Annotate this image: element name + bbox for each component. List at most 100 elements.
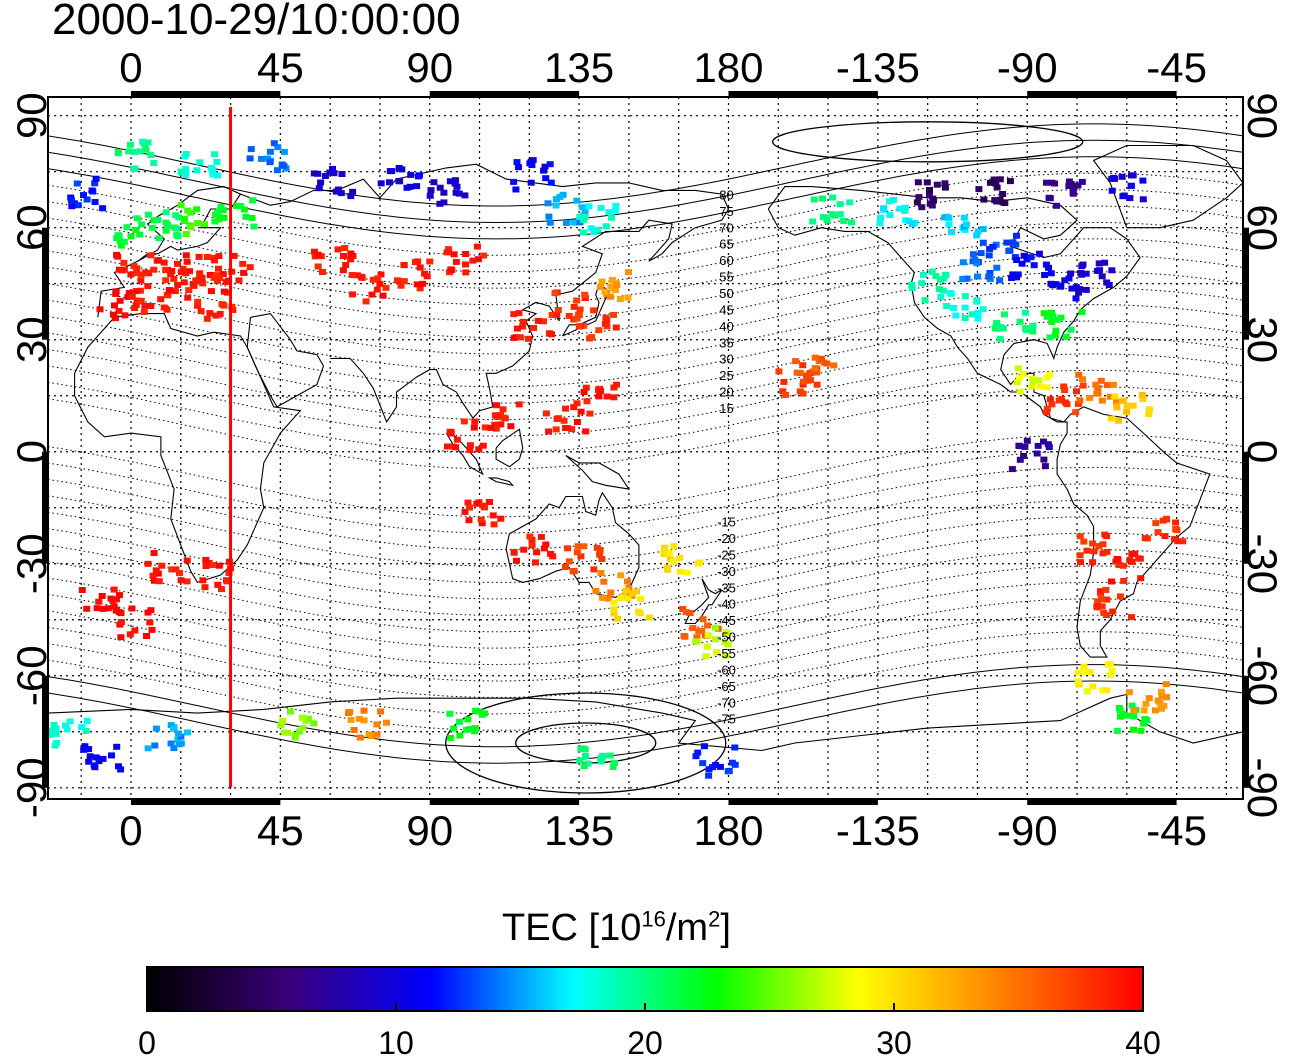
tec-cell bbox=[1113, 728, 1121, 734]
tec-cell bbox=[452, 258, 460, 265]
tec-cell bbox=[314, 251, 322, 258]
tec-cell bbox=[214, 581, 222, 588]
contour-line bbox=[48, 156, 1243, 240]
tec-cell bbox=[233, 202, 241, 209]
tec-cell bbox=[723, 630, 731, 637]
contour-line bbox=[48, 516, 1243, 600]
lat-tick-label: 90 bbox=[1239, 92, 1286, 139]
tec-cell bbox=[466, 504, 473, 511]
tec-cell bbox=[206, 310, 214, 317]
tec-cell bbox=[721, 639, 729, 646]
tec-cell bbox=[477, 516, 485, 523]
tec-cell bbox=[50, 721, 58, 728]
tec-cell bbox=[335, 186, 342, 193]
tec-cell bbox=[74, 202, 82, 209]
tec-cell bbox=[1016, 388, 1024, 395]
tec-cell bbox=[1130, 726, 1137, 733]
tec-cell bbox=[576, 219, 584, 226]
tec-cell bbox=[91, 180, 99, 187]
tec-cell bbox=[1076, 533, 1084, 540]
tec-cell bbox=[144, 560, 152, 567]
tec-cell bbox=[836, 211, 844, 218]
tec-cell bbox=[215, 253, 223, 260]
tec-cell bbox=[973, 298, 981, 305]
tec-cell bbox=[510, 549, 518, 556]
tec-cell bbox=[1078, 309, 1086, 316]
tec-cell bbox=[314, 263, 322, 270]
tec-cell bbox=[157, 296, 165, 303]
tec-cell bbox=[155, 257, 162, 264]
tec-cell bbox=[1113, 403, 1121, 410]
tec-cell bbox=[201, 584, 209, 591]
tec-cell bbox=[560, 417, 568, 424]
lat-tick-label: 60 bbox=[1239, 204, 1286, 251]
contour-line bbox=[48, 320, 1243, 404]
tec-cell bbox=[475, 708, 483, 715]
frame-border bbox=[47, 96, 1244, 800]
tec-cell bbox=[136, 231, 144, 238]
tec-cell bbox=[810, 196, 818, 203]
tec-cell bbox=[280, 729, 288, 736]
tec-cell bbox=[163, 306, 171, 313]
contour-label: -60 bbox=[717, 662, 736, 677]
tec-cell bbox=[123, 224, 131, 231]
tec-cell bbox=[1162, 681, 1170, 688]
tec-cell bbox=[319, 269, 326, 275]
tec-cell bbox=[211, 218, 219, 225]
contour-line bbox=[48, 483, 1243, 567]
tec-cell bbox=[147, 303, 155, 309]
graticule bbox=[48, 97, 1243, 799]
tec-cell bbox=[712, 624, 719, 631]
tec-cell bbox=[91, 199, 99, 205]
tec-cell bbox=[799, 390, 807, 397]
tec-cell bbox=[782, 391, 790, 398]
tec-cell bbox=[1113, 399, 1120, 406]
contour-line bbox=[48, 631, 1243, 715]
tec-cell bbox=[329, 165, 336, 172]
tec-cell bbox=[1049, 313, 1057, 320]
tec-cell bbox=[440, 199, 448, 206]
tec-cell bbox=[1103, 533, 1111, 540]
tec-cell bbox=[1099, 687, 1107, 694]
tec-cell bbox=[419, 280, 427, 287]
lat-tick-label: 0 bbox=[1239, 440, 1286, 463]
tec-cell bbox=[360, 707, 368, 714]
tec-cell bbox=[177, 269, 185, 276]
tec-cell bbox=[828, 211, 836, 218]
tec-cell bbox=[1128, 558, 1136, 565]
tec-cell bbox=[104, 605, 112, 612]
tec-cell bbox=[590, 566, 598, 573]
tec-cell bbox=[1075, 681, 1083, 688]
tec-cell bbox=[99, 205, 107, 212]
tec-cell bbox=[78, 724, 86, 730]
contour-label: 60 bbox=[719, 253, 733, 268]
tec-cell bbox=[595, 327, 603, 334]
coastline-path bbox=[505, 491, 640, 598]
tec-cell bbox=[92, 754, 100, 761]
tec-cell bbox=[218, 586, 225, 593]
tec-cell bbox=[162, 277, 170, 284]
tec-cell bbox=[1076, 286, 1083, 293]
tec-cell bbox=[116, 592, 123, 599]
tec-cell bbox=[142, 146, 150, 153]
tec-cell bbox=[991, 325, 999, 332]
tec-cell bbox=[478, 520, 486, 527]
tec-cell bbox=[471, 725, 479, 732]
tec-cell bbox=[474, 256, 482, 263]
tec-cell bbox=[603, 393, 611, 400]
tec-cell bbox=[1045, 313, 1053, 320]
tec-cell bbox=[629, 590, 636, 597]
tec-cell bbox=[1082, 286, 1090, 293]
tec-cell bbox=[334, 246, 342, 253]
tec-cell bbox=[445, 246, 453, 253]
tec-cell bbox=[694, 560, 702, 567]
tec-cell bbox=[886, 212, 894, 219]
tec-cell bbox=[553, 311, 561, 318]
tec-cell bbox=[1040, 438, 1047, 445]
lat-tick-label: -90 bbox=[1239, 757, 1286, 818]
tec-cell bbox=[183, 578, 191, 585]
tec-cell bbox=[194, 302, 202, 309]
tec-cell bbox=[448, 267, 456, 274]
tec-cell bbox=[602, 223, 610, 230]
